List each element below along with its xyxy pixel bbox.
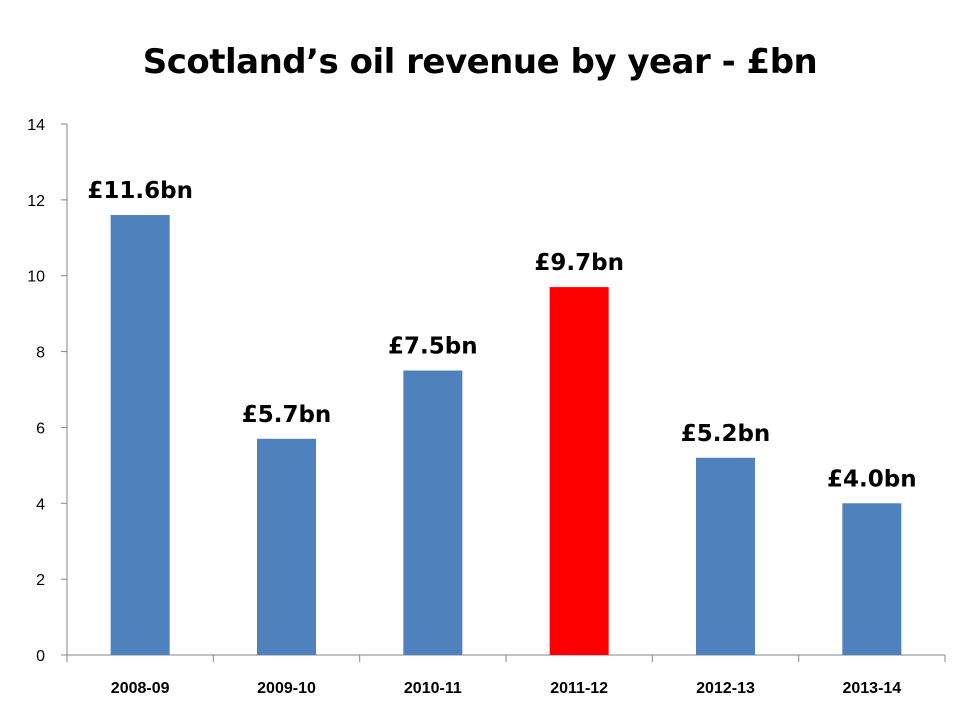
x-category-label: 2011-12: [550, 680, 608, 697]
y-tick-label: 6: [36, 420, 45, 437]
bar-2010-11: [403, 370, 463, 655]
x-category-label: 2010-11: [404, 680, 462, 697]
x-category-label: 2009-10: [257, 680, 316, 697]
data-label: £11.6bn: [87, 178, 193, 204]
bar-2008-09: [110, 215, 170, 655]
y-tick-label: 10: [27, 269, 45, 286]
x-category-label: 2012-13: [696, 680, 755, 697]
y-axis: 0 2 4 6 8 10 12 14: [27, 117, 68, 665]
y-tick-label: 14: [27, 117, 45, 134]
y-tick-label: 4: [36, 496, 45, 513]
x-axis: 2008-09 2009-10 2010-11 2011-12 2012-13 2013-…: [66, 654, 946, 697]
bar-2013-14: [842, 503, 902, 655]
x-category-label: 2013-14: [842, 680, 901, 697]
y-tick-label: 8: [36, 345, 45, 362]
y-tick-label: 2: [36, 572, 45, 589]
x-category-label: 2008-09: [111, 680, 170, 697]
data-label: £5.7bn: [242, 402, 332, 428]
y-tick-label: 0: [36, 648, 45, 665]
bar-2011-12: [549, 287, 609, 655]
bar-2012-13: [696, 457, 755, 655]
data-label: £5.2bn: [681, 421, 771, 447]
data-labels: £11.6bn £5.7bn £7.5bn £9.7bn £5.2bn £4.0bn: [87, 178, 916, 492]
data-label: £9.7bn: [534, 250, 624, 276]
data-label: £4.0bn: [827, 466, 917, 492]
data-label: £7.5bn: [388, 334, 478, 360]
chart-title: Scotland’s oil revenue by year - £bn: [142, 42, 818, 82]
bars: [110, 215, 902, 655]
y-tick-label: 12: [27, 193, 45, 210]
bar-2009-10: [257, 438, 316, 655]
